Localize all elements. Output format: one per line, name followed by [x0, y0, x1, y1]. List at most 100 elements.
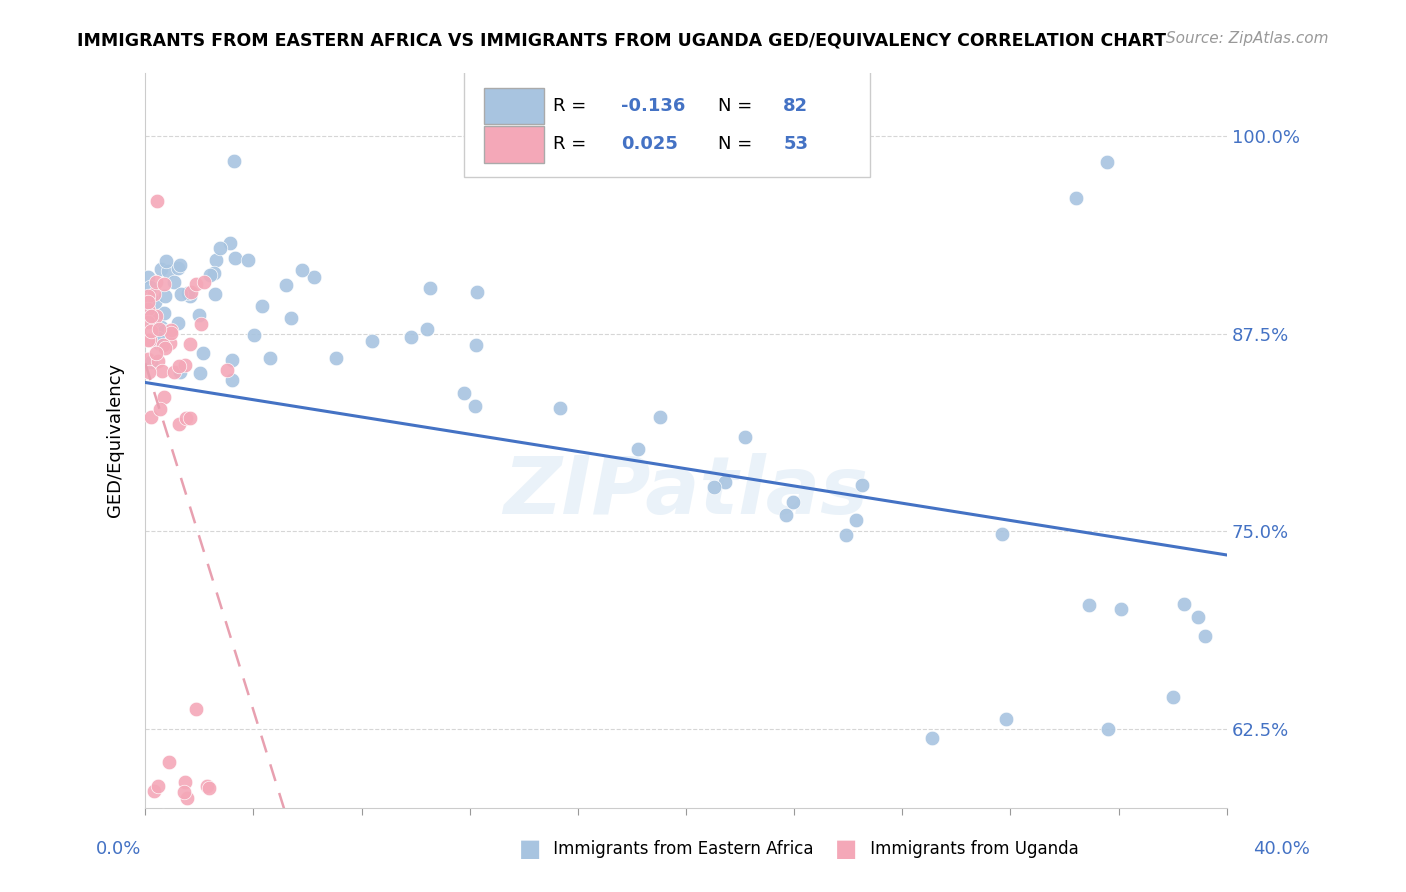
Text: 82: 82: [783, 97, 808, 115]
Point: [202, 266, 225, 280]
Point: [148, 336, 170, 351]
Text: -0.136: -0.136: [621, 97, 686, 115]
Point: [163, 365, 186, 379]
Point: [162, 276, 184, 290]
Point: [138, 280, 160, 294]
Point: [169, 258, 191, 272]
Point: [143, 287, 166, 301]
Text: 0.025: 0.025: [621, 136, 678, 153]
Point: [173, 785, 195, 799]
Point: [150, 262, 173, 277]
Point: [179, 337, 201, 351]
Text: 40.0%: 40.0%: [1254, 840, 1310, 858]
Point: [136, 333, 159, 347]
Text: ZIPatlas: ZIPatlas: [503, 453, 869, 531]
Point: [174, 358, 197, 372]
Point: [167, 260, 190, 275]
Point: [136, 269, 159, 284]
Point: [145, 346, 167, 360]
Point: [141, 313, 163, 327]
Point: [851, 478, 873, 492]
Point: [219, 236, 242, 251]
Text: Source: ZipAtlas.com: Source: ZipAtlas.com: [1166, 31, 1329, 46]
Point: [186, 702, 208, 716]
Point: [627, 442, 650, 456]
Point: [145, 309, 167, 323]
Text: ■: ■: [519, 838, 541, 861]
Point: [160, 326, 183, 340]
Text: R =: R =: [553, 97, 592, 115]
Point: [1064, 191, 1087, 205]
Point: [464, 337, 486, 351]
Point: [152, 337, 174, 351]
Point: [191, 346, 214, 360]
Point: [250, 299, 273, 313]
Point: [845, 513, 868, 527]
Point: [204, 252, 226, 267]
Point: [325, 351, 347, 365]
Point: [550, 401, 572, 415]
Point: [136, 295, 159, 310]
Text: N =: N =: [718, 136, 758, 153]
Point: [243, 328, 266, 343]
Point: [174, 410, 197, 425]
Point: [1097, 723, 1119, 737]
Point: [1194, 629, 1216, 643]
Point: [136, 315, 159, 329]
Point: [169, 365, 191, 379]
Point: [169, 286, 191, 301]
Point: [215, 362, 238, 376]
Point: [703, 480, 725, 494]
Point: [835, 528, 858, 542]
FancyBboxPatch shape: [464, 70, 870, 178]
Point: [136, 288, 159, 302]
Point: [194, 822, 217, 836]
Point: [184, 277, 207, 291]
Point: [782, 495, 804, 509]
Point: [138, 304, 160, 318]
Y-axis label: GED/Equivalency: GED/Equivalency: [107, 363, 124, 517]
Point: [141, 325, 163, 339]
Point: [145, 194, 167, 209]
Point: [157, 819, 180, 833]
Point: [149, 402, 172, 417]
Point: [1163, 690, 1185, 705]
Point: [198, 268, 221, 282]
Point: [198, 781, 221, 796]
Point: [157, 755, 180, 769]
Point: [166, 316, 188, 330]
Point: [179, 411, 201, 425]
Point: [221, 352, 243, 367]
Text: N =: N =: [718, 97, 758, 115]
Point: [280, 311, 302, 326]
Point: [153, 324, 176, 338]
Point: [167, 417, 190, 432]
Point: [236, 252, 259, 267]
Point: [139, 309, 162, 323]
Point: [153, 342, 176, 356]
Point: [1097, 154, 1119, 169]
Point: [209, 241, 232, 255]
Point: [188, 366, 211, 380]
Point: [145, 275, 167, 289]
Point: [148, 779, 170, 793]
Text: IMMIGRANTS FROM EASTERN AFRICA VS IMMIGRANTS FROM UGANDA GED/EQUIVALENCY CORRELA: IMMIGRANTS FROM EASTERN AFRICA VS IMMIGR…: [77, 31, 1167, 49]
Point: [734, 430, 756, 444]
Point: [259, 351, 281, 365]
Point: [139, 355, 162, 369]
Point: [195, 779, 218, 793]
Point: [991, 527, 1014, 541]
Point: [167, 359, 190, 373]
Point: [150, 320, 173, 334]
Point: [304, 270, 326, 285]
Point: [152, 809, 174, 823]
Point: [921, 731, 943, 745]
Point: [152, 390, 174, 404]
Point: [361, 334, 384, 348]
Point: [159, 323, 181, 337]
Point: [1111, 602, 1133, 616]
Text: 0.0%: 0.0%: [96, 840, 141, 858]
FancyBboxPatch shape: [484, 87, 544, 124]
Point: [221, 373, 243, 387]
Point: [159, 336, 181, 351]
